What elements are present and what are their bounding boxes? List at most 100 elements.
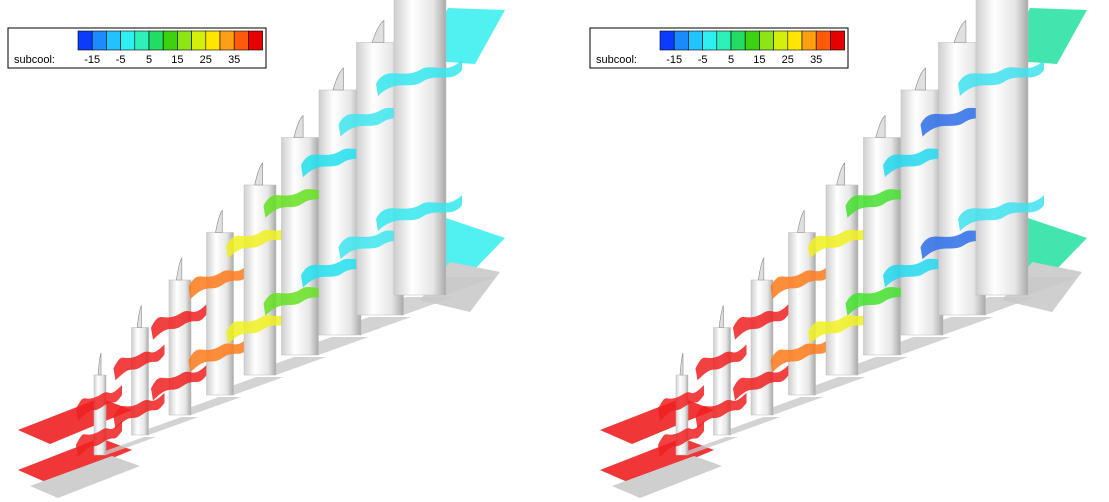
cylinder [863, 137, 901, 356]
color-swatch [191, 30, 207, 51]
fin [679, 352, 684, 376]
ribbon [770, 336, 832, 373]
fin [914, 67, 926, 91]
fin [757, 257, 765, 281]
ribbon [151, 364, 207, 401]
legend-tick: 25 [782, 54, 794, 66]
ribbon [76, 421, 122, 457]
cylinder [825, 184, 859, 376]
cylinder [206, 232, 234, 396]
panel: subcool: -15 -5 5 15 25 35 [7, 0, 505, 498]
color-swatch [659, 30, 675, 51]
fin [797, 209, 805, 233]
legend-tick: -15 [84, 54, 100, 66]
legend-label: subcool: [596, 54, 637, 66]
color-swatch [730, 30, 746, 51]
cylinder [975, 0, 1029, 296]
color-swatch [177, 30, 192, 51]
color-swatch [162, 30, 178, 51]
ribbon [695, 344, 747, 381]
color-swatch [248, 30, 263, 51]
fin [293, 114, 304, 138]
ribbon [770, 263, 832, 300]
color-swatch [106, 30, 121, 51]
ribbon [376, 60, 462, 96]
legend-tick: 5 [146, 54, 152, 66]
ribbon [958, 195, 1044, 231]
ribbon [808, 222, 874, 259]
color-swatch [801, 30, 817, 51]
panel: subcool: -15 -5 5 15 25 35 [589, 0, 1087, 498]
legend-tick: 35 [228, 54, 240, 66]
color-swatch [815, 30, 831, 51]
legend-tick: -5 [698, 54, 708, 66]
fin [836, 162, 845, 186]
cylinder [243, 184, 277, 376]
color-swatch [205, 30, 221, 51]
legend-tick: -15 [666, 54, 682, 66]
color-swatch [716, 30, 732, 51]
ribbon [226, 308, 292, 344]
fin [875, 114, 886, 138]
ribbon [845, 279, 917, 316]
color-swatch [773, 30, 789, 51]
fin [97, 352, 102, 376]
ribbon [188, 336, 250, 373]
cylinder [713, 327, 731, 436]
color-swatch [702, 30, 718, 51]
ribbon [958, 60, 1044, 96]
ribbon [845, 181, 917, 218]
legend-label: subcool: [14, 54, 55, 66]
fin [175, 257, 183, 281]
color-swatch [787, 30, 803, 51]
ribbon [733, 303, 789, 340]
color-swatch [233, 30, 249, 51]
color-swatch [148, 30, 164, 51]
color-swatch [91, 30, 107, 51]
ribbon [658, 421, 704, 457]
fin [718, 305, 724, 328]
color-swatch [744, 30, 760, 51]
color-swatch [134, 30, 150, 51]
color-swatch [830, 30, 845, 51]
legend-tick: 25 [200, 54, 212, 66]
ribbon [76, 385, 122, 421]
legend-tick: 15 [171, 54, 183, 66]
ribbon [113, 344, 165, 381]
ribbon [263, 279, 335, 316]
fin [136, 305, 142, 328]
ribbon [151, 303, 207, 340]
ribbon [263, 181, 335, 218]
cylinder [788, 232, 816, 396]
fin [254, 162, 263, 186]
fin [332, 67, 344, 91]
shadow [676, 437, 738, 455]
cylinder [131, 327, 149, 436]
fin [953, 19, 967, 43]
ribbon [658, 385, 704, 421]
legend-tick: 5 [728, 54, 734, 66]
ribbon [733, 364, 789, 401]
legend-tick: -5 [116, 54, 126, 66]
color-swatch [120, 30, 136, 51]
legend-tick: 15 [753, 54, 765, 66]
plate-shadow [612, 456, 722, 498]
color-swatch [219, 30, 235, 51]
legend-tick: 35 [810, 54, 822, 66]
color-swatch [673, 30, 689, 51]
ribbon [188, 263, 250, 300]
cylinder [393, 0, 447, 296]
ribbon [113, 392, 165, 429]
cylinder [281, 137, 319, 356]
color-swatch [759, 30, 774, 51]
color-swatch [688, 30, 703, 51]
shadow [94, 437, 156, 455]
ribbon [695, 392, 747, 429]
cylinder [750, 279, 774, 416]
fin [215, 209, 223, 233]
ribbon [808, 308, 874, 344]
cylinder [168, 279, 192, 416]
fin [371, 19, 385, 43]
ribbon [376, 195, 462, 231]
